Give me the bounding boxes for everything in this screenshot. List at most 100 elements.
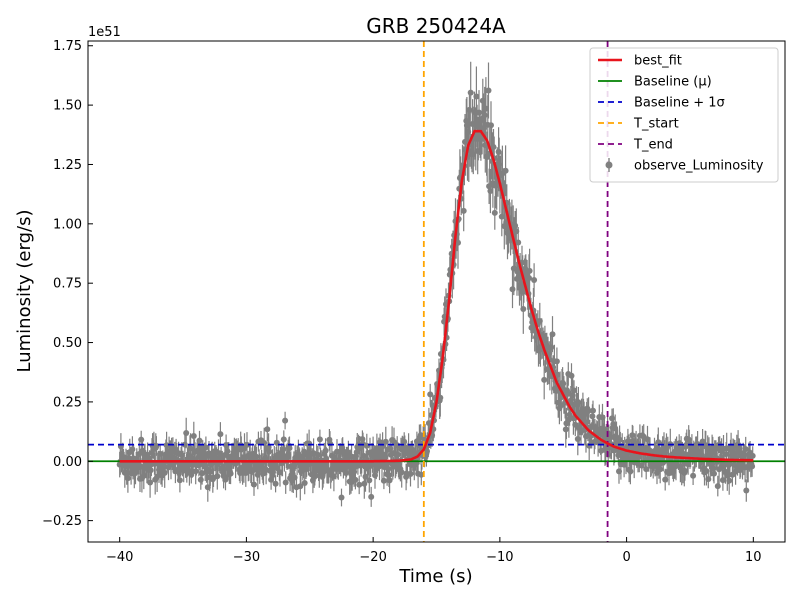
observed-point bbox=[356, 445, 363, 451]
x-tick-label: −20 bbox=[359, 550, 386, 565]
observed-point bbox=[736, 445, 743, 452]
legend-entry: T_start bbox=[598, 117, 679, 132]
observed-point bbox=[266, 448, 273, 455]
observed-point bbox=[382, 454, 389, 461]
observed-point bbox=[723, 451, 730, 458]
observed-point bbox=[190, 433, 197, 439]
observed-point bbox=[565, 416, 572, 423]
observed-point bbox=[394, 451, 401, 458]
observed-point bbox=[264, 426, 271, 433]
observed-point bbox=[481, 112, 488, 119]
observed-point bbox=[280, 446, 287, 453]
observed-point bbox=[311, 473, 318, 480]
observed-point bbox=[670, 468, 677, 475]
y-tick-label: 0.00 bbox=[53, 455, 82, 470]
observed-point bbox=[474, 148, 481, 154]
observed-point bbox=[749, 463, 756, 470]
observed-point bbox=[513, 228, 520, 235]
legend-entry: Baseline + 1σ bbox=[598, 96, 725, 111]
observed-point bbox=[197, 476, 204, 483]
observed-point bbox=[132, 469, 139, 476]
observed-point bbox=[147, 467, 154, 474]
observed-point bbox=[222, 476, 229, 483]
observed-point bbox=[541, 376, 548, 383]
observed-point bbox=[512, 222, 519, 229]
observed-point bbox=[741, 451, 748, 458]
observed-point bbox=[560, 380, 567, 387]
observed-point bbox=[157, 450, 164, 457]
observed-point bbox=[217, 431, 224, 438]
observed-point bbox=[742, 446, 749, 453]
observed-point bbox=[599, 414, 606, 421]
observed-point bbox=[129, 446, 136, 453]
observed-point bbox=[359, 436, 366, 443]
observed-point bbox=[526, 267, 533, 274]
observed-point bbox=[706, 453, 713, 460]
observed-point bbox=[690, 472, 697, 479]
observed-point bbox=[418, 471, 425, 478]
observed-point bbox=[382, 438, 389, 445]
plot-frame bbox=[87, 40, 786, 543]
observed-point bbox=[207, 468, 214, 475]
observed-point bbox=[140, 472, 147, 479]
observed-point bbox=[338, 494, 345, 501]
observed-point bbox=[244, 441, 250, 448]
observed-point bbox=[485, 87, 492, 94]
observed-point bbox=[195, 462, 202, 469]
chart-title: GRB 250424A bbox=[366, 14, 506, 38]
observed-point bbox=[202, 444, 209, 451]
observed-point bbox=[147, 479, 154, 486]
observed-point bbox=[590, 407, 596, 414]
observed-point bbox=[297, 483, 304, 490]
observed-point bbox=[351, 468, 358, 475]
observed-point bbox=[719, 477, 726, 484]
observed-point bbox=[360, 452, 367, 459]
y-axis-label: Luminosity (erg/s) bbox=[14, 210, 35, 373]
observed-point bbox=[348, 453, 355, 460]
observed-point bbox=[315, 451, 321, 458]
observed-point bbox=[685, 436, 692, 443]
y-tick-label: 0.50 bbox=[53, 336, 82, 351]
observed-point bbox=[322, 447, 329, 454]
y-tick-label: 1.50 bbox=[53, 99, 82, 114]
legend-entry: T_end bbox=[598, 138, 673, 153]
observed-point bbox=[463, 117, 470, 124]
observed-point bbox=[342, 470, 349, 476]
observed-point bbox=[685, 461, 692, 468]
x-tick-label: −10 bbox=[486, 550, 513, 565]
observed-point bbox=[299, 453, 306, 460]
observed-point bbox=[515, 239, 522, 246]
observed-point bbox=[654, 444, 661, 451]
observed-point bbox=[482, 105, 489, 112]
observed-point bbox=[567, 397, 574, 404]
observed-point bbox=[138, 436, 145, 443]
observed-point bbox=[463, 122, 470, 129]
observed-point bbox=[303, 466, 309, 473]
observed-point bbox=[398, 469, 405, 476]
legend-label: best_fit bbox=[634, 54, 682, 69]
observed-point bbox=[571, 387, 577, 394]
observed-point bbox=[469, 121, 476, 127]
observed-point bbox=[476, 109, 482, 116]
observed-point bbox=[660, 459, 667, 466]
observed-point bbox=[268, 476, 275, 483]
observed-point bbox=[301, 448, 308, 455]
observed-point bbox=[385, 466, 392, 472]
legend-label: Baseline (μ) bbox=[634, 75, 712, 90]
observed-point bbox=[491, 209, 498, 216]
observed-point bbox=[502, 167, 509, 174]
observed-point bbox=[215, 450, 222, 457]
observed-point bbox=[188, 462, 195, 469]
observed-point bbox=[711, 470, 717, 477]
observed-point bbox=[553, 358, 560, 365]
observed-point bbox=[327, 440, 333, 447]
observed-point bbox=[666, 470, 672, 477]
y-tick-label: 1.75 bbox=[53, 39, 82, 54]
observed-point bbox=[285, 451, 292, 458]
observed-point bbox=[407, 470, 414, 477]
observed-point bbox=[488, 122, 494, 129]
observed-point bbox=[694, 441, 701, 448]
legend-label: observe_Luminosity bbox=[634, 159, 764, 174]
observed-point bbox=[460, 207, 467, 214]
